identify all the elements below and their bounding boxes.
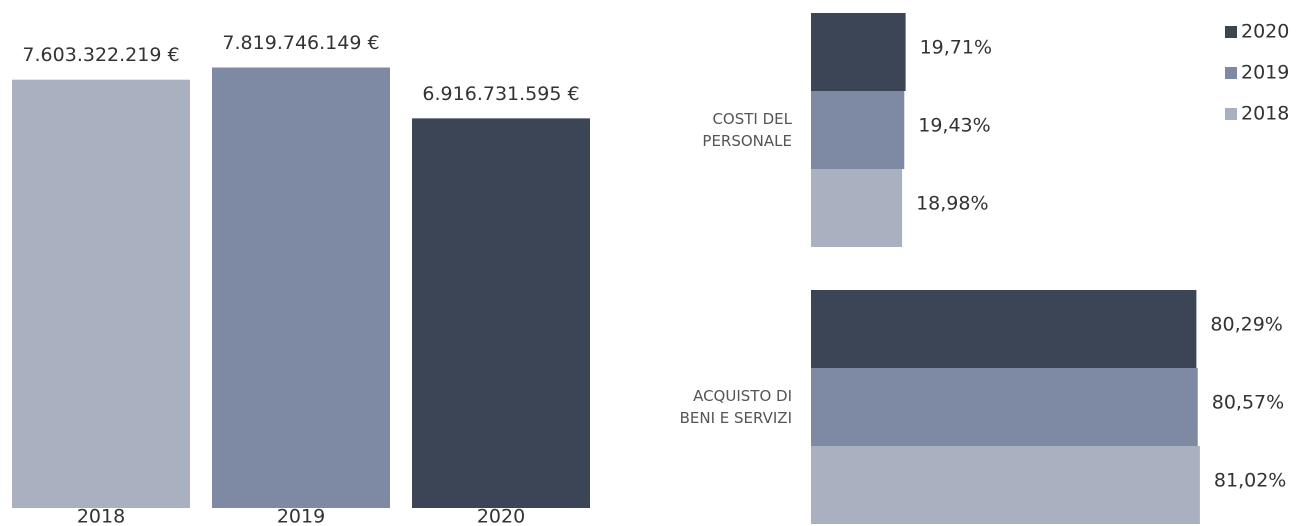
category-label: COSTI DEL PERSONALE [702,110,792,150]
category-label: ACQUISTO DI BENI E SERVIZI [679,387,792,427]
legend-swatch [1225,26,1237,38]
value-label: 19,71% [920,37,992,59]
bar [12,79,190,509]
value-label: 7.819.746.149 € [222,32,379,54]
bar [811,446,1200,524]
value-label: 7.603.322.219 € [22,44,179,66]
bar [412,118,590,508]
legend-label: 2018 [1241,103,1289,125]
bar [212,67,390,508]
x-tick-label: 2018 [77,506,125,526]
legend-swatch [1225,108,1237,120]
bar [811,13,906,91]
legend-label: 2020 [1241,21,1289,43]
bar [811,91,905,169]
value-label: 19,43% [918,115,990,137]
x-tick-label: 2019 [277,506,325,526]
legend-label: 2019 [1241,62,1289,84]
bar [811,368,1198,446]
value-label: 18,98% [916,193,988,215]
value-label: 81,02% [1214,470,1286,492]
bar [811,169,903,247]
value-label: 80,57% [1212,392,1284,414]
value-label: 80,29% [1210,314,1282,336]
legend-swatch [1225,67,1237,79]
value-label: 6.916.731.595 € [422,83,579,105]
x-tick-label: 2020 [477,506,525,526]
bar [811,290,1197,368]
